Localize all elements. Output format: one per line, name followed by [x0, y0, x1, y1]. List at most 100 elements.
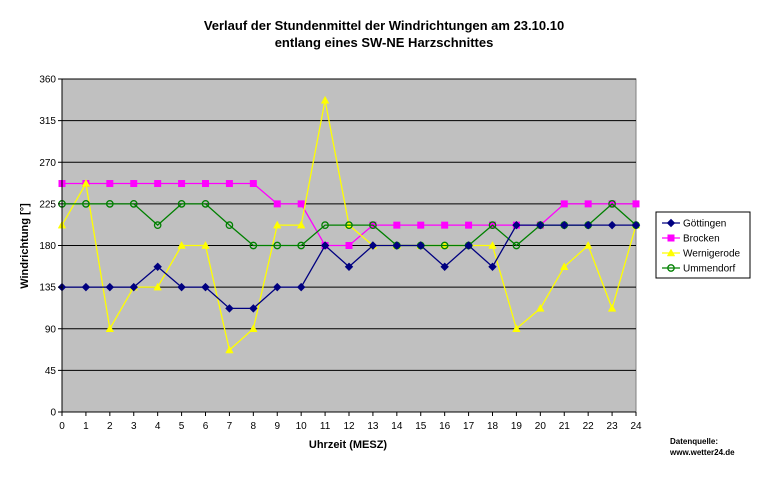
x-tick-label: 6 [203, 421, 209, 432]
data-point [512, 241, 521, 250]
legend-label: Brocken [683, 234, 720, 245]
data-point [536, 303, 545, 312]
data-point [560, 200, 568, 208]
data-point [488, 221, 497, 229]
y-tick-label: 225 [39, 199, 56, 210]
data-point [81, 282, 91, 292]
y-tick-label: 360 [39, 75, 56, 86]
data-point [607, 303, 617, 312]
data-point [249, 180, 257, 188]
x-tick-label: 11 [320, 421, 331, 432]
data-point [105, 324, 115, 332]
data-point [440, 241, 449, 250]
data-point [488, 262, 497, 271]
data-point [297, 200, 305, 208]
data-point [273, 282, 282, 292]
data-point [512, 220, 521, 230]
y-tick-label: 315 [39, 116, 56, 127]
data-point [249, 304, 258, 313]
y-tick-label: 180 [39, 241, 56, 252]
data-point [81, 179, 91, 187]
data-point [106, 180, 114, 188]
x-tick-label: 4 [155, 421, 161, 432]
data-point [296, 220, 306, 229]
data-point [344, 262, 354, 271]
data-point [632, 200, 640, 208]
y-tick-label: 45 [45, 366, 57, 377]
x-tick-label: 14 [391, 421, 403, 432]
data-point [465, 221, 473, 229]
source-label: Datenquelle: [670, 437, 718, 446]
data-point [225, 304, 234, 313]
data-point [607, 220, 617, 230]
data-point [393, 221, 401, 229]
x-tick-label: 23 [607, 421, 619, 432]
x-tick-label: 20 [535, 421, 547, 432]
x-tick-label: 7 [227, 421, 233, 432]
data-point [512, 324, 521, 332]
y-axis-title: Windrichtung [°] [19, 203, 31, 289]
x-tick-label: 1 [83, 421, 89, 432]
legend-label: Wernigerode [683, 249, 741, 260]
y-tick-label: 270 [39, 158, 56, 169]
y-tick-label: 90 [45, 324, 57, 335]
x-tick-label: 15 [415, 421, 427, 432]
data-point [416, 241, 425, 250]
data-point [608, 200, 616, 208]
x-tick-label: 24 [630, 421, 642, 432]
x-tick-label: 21 [559, 421, 571, 432]
x-tick-label: 2 [107, 421, 113, 432]
data-point [417, 221, 425, 229]
data-point [321, 221, 329, 229]
x-tick-label: 9 [274, 421, 280, 432]
data-point [297, 241, 306, 250]
legend-marker [666, 248, 676, 257]
data-point [631, 220, 641, 230]
data-point [129, 200, 138, 208]
data-point [177, 282, 186, 292]
chart-title-line1: Verlauf der Stundenmittel der Windrichtu… [204, 18, 564, 33]
chart-title-line2: entlang eines SW-NE Harzschnittes [275, 35, 494, 50]
data-point [154, 180, 162, 188]
data-point [392, 241, 402, 250]
data-point [584, 200, 592, 208]
data-point [320, 95, 330, 104]
x-tick-label: 3 [131, 421, 137, 432]
x-tick-label: 18 [487, 421, 499, 432]
x-tick-label: 12 [343, 421, 355, 432]
data-point [464, 241, 473, 250]
data-point [249, 324, 258, 332]
data-point [201, 282, 210, 292]
data-point [178, 180, 186, 188]
data-point [249, 241, 258, 250]
data-point [177, 200, 186, 208]
x-tick-label: 0 [59, 421, 65, 432]
data-point [153, 262, 162, 271]
data-point [202, 180, 209, 188]
data-point [225, 180, 233, 188]
data-point [345, 242, 353, 249]
data-point [201, 200, 210, 208]
data-point [488, 240, 497, 249]
data-point [273, 200, 281, 208]
data-point [368, 241, 378, 250]
x-axis-title: Uhrzeit (MESZ) [309, 439, 388, 451]
data-point [273, 241, 282, 250]
data-point [296, 282, 306, 292]
x-tick-label: 8 [251, 421, 257, 432]
x-tick-label: 10 [296, 421, 308, 432]
data-point [82, 200, 90, 208]
data-point [225, 221, 234, 229]
data-point [130, 180, 138, 188]
x-tick-label: 17 [463, 421, 475, 432]
data-point [560, 220, 569, 230]
data-point [440, 262, 449, 271]
data-point [441, 221, 449, 229]
data-point [345, 221, 353, 229]
data-point [320, 241, 330, 250]
legend: Göttingen Brocken Wernigerode Ummendorf [655, 211, 751, 279]
data-point [583, 240, 593, 249]
data-point [225, 345, 234, 354]
